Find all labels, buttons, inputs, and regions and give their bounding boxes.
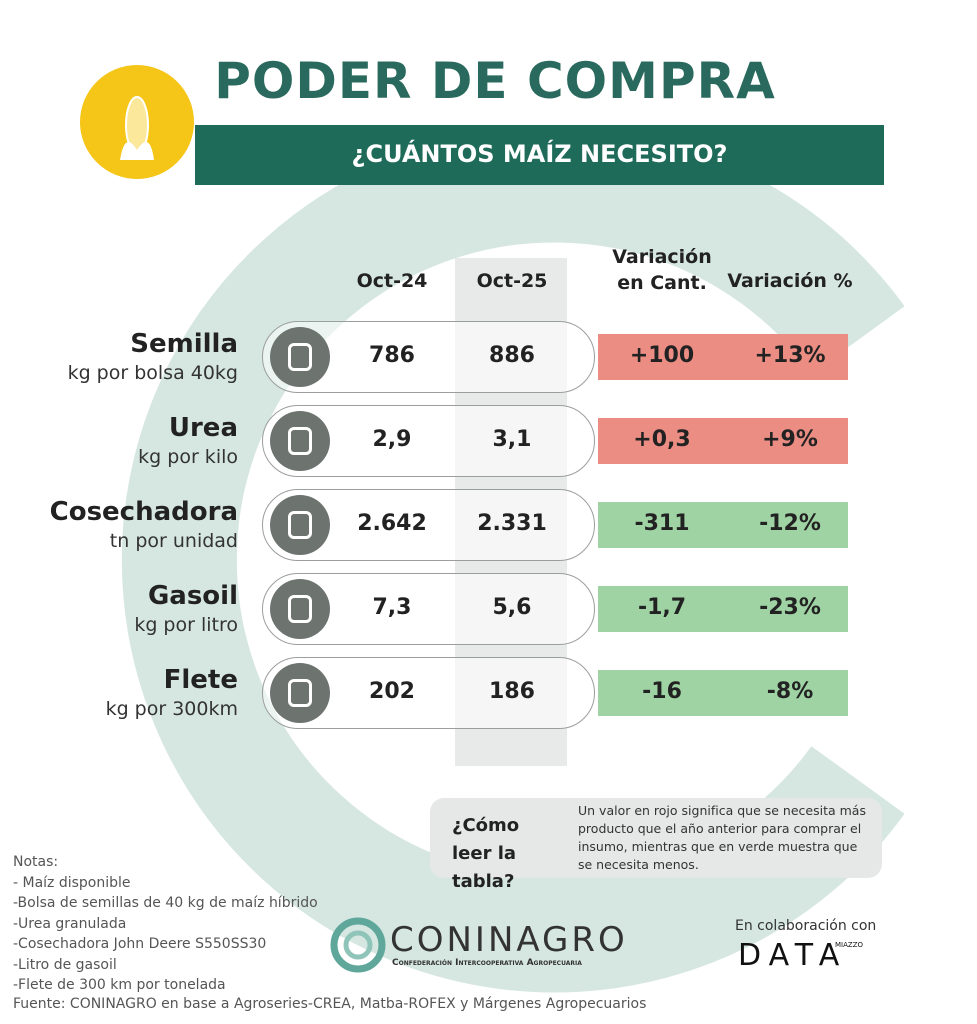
cell-value: 2.642: [357, 511, 427, 536]
source: Fuente: CONINAGRO en base a Agroseries-C…: [13, 996, 647, 1012]
cell-value: +13%: [754, 343, 826, 368]
logo-mark-inner: [343, 930, 373, 960]
title: PODER DE COMPRA: [214, 52, 776, 110]
note-item: - Maíz disponible: [13, 874, 131, 891]
note-item: -Flete de 300 km por tonelada: [13, 977, 226, 993]
cell-value: 3,1: [492, 427, 532, 452]
logo-text: CONINAGRO: [390, 920, 628, 960]
help-text: Un valor en rojo significa que se necesi…: [578, 803, 866, 872]
notes: Notas: - Maíz disponible -Bolsa de semill…: [13, 852, 318, 996]
corn-leaves: [120, 142, 154, 160]
variation-band: [598, 334, 848, 380]
logo-mark: [330, 917, 386, 973]
brand-sub: MIAZZO: [835, 941, 863, 949]
row-unit: kg por 300km: [105, 698, 238, 720]
background-ring: [121, 127, 905, 993]
cell-value: 186: [489, 679, 535, 704]
cell-value: +100: [629, 343, 695, 368]
row-icon-glyph: [288, 427, 312, 455]
column-header: Variación %: [727, 270, 853, 292]
cell-value: -1,7: [637, 595, 687, 620]
row-icon: [270, 579, 330, 639]
cell-value: 2.331: [477, 511, 547, 536]
column-header: Oct-25: [476, 270, 548, 292]
note-item: -Litro de gasoil: [13, 956, 117, 973]
cell-value: 886: [489, 343, 535, 368]
row-unit: kg por litro: [134, 614, 238, 636]
row-icon-glyph: [288, 595, 312, 623]
cell-value: -16: [642, 679, 682, 704]
note-item: -Cosechadora John Deere S550SS30: [13, 936, 267, 952]
row-name: Gasoil: [147, 581, 238, 611]
brand: DATA: [738, 938, 848, 973]
cell-value: 5,6: [492, 595, 532, 620]
subtitle-banner: [195, 125, 884, 185]
row-unit: kg por bolsa 40kg: [67, 362, 238, 384]
cell-value: 786: [369, 343, 415, 368]
row-unit: kg por kilo: [138, 446, 238, 468]
row-icon: [270, 663, 330, 723]
row-name: Flete: [163, 665, 238, 695]
variation-band: [598, 418, 848, 464]
cell-value: 2,9: [372, 427, 412, 452]
cell-value: -8%: [766, 679, 814, 704]
subtitle: ¿CUÁNTOS MAÍZ NECESITO?: [351, 140, 728, 168]
notes-heading: Notas:: [13, 854, 59, 870]
row-unit: tn por unidad: [109, 530, 238, 552]
variation-band: [598, 502, 848, 548]
note-item: -Bolsa de semillas de 40 kg de maíz híbr…: [13, 895, 318, 911]
row-icon-glyph: [288, 511, 312, 539]
row-icon-glyph: [288, 679, 312, 707]
cell-value: 202: [369, 679, 415, 704]
help-box: [430, 798, 882, 878]
cell-value: -311: [634, 511, 690, 536]
help-title: ¿Cómo leer la tabla?: [452, 815, 520, 892]
variation-band: [598, 586, 848, 632]
cell-value: 7,3: [372, 595, 412, 620]
cell-value: +0,3: [633, 427, 691, 452]
row-icon: [270, 327, 330, 387]
collab-text: En colaboración con: [735, 918, 877, 934]
row-icon: [270, 495, 330, 555]
note-item: -Urea granulada: [13, 915, 127, 932]
cell-value: -12%: [759, 511, 821, 536]
cell-value: +9%: [762, 427, 818, 452]
row-icon: [270, 411, 330, 471]
row-icon-glyph: [288, 343, 312, 371]
row-name: Urea: [168, 413, 238, 443]
row-name: Semilla: [130, 329, 238, 359]
column-header: Oct-24: [356, 270, 428, 292]
variation-band: [598, 670, 848, 716]
logo-subtitle: Confederación Intercooperativa Agropecua…: [392, 958, 582, 968]
column-header: Variación en Cant.: [612, 246, 712, 294]
row-name: Cosechadora: [49, 497, 238, 527]
cell-value: -23%: [759, 595, 821, 620]
